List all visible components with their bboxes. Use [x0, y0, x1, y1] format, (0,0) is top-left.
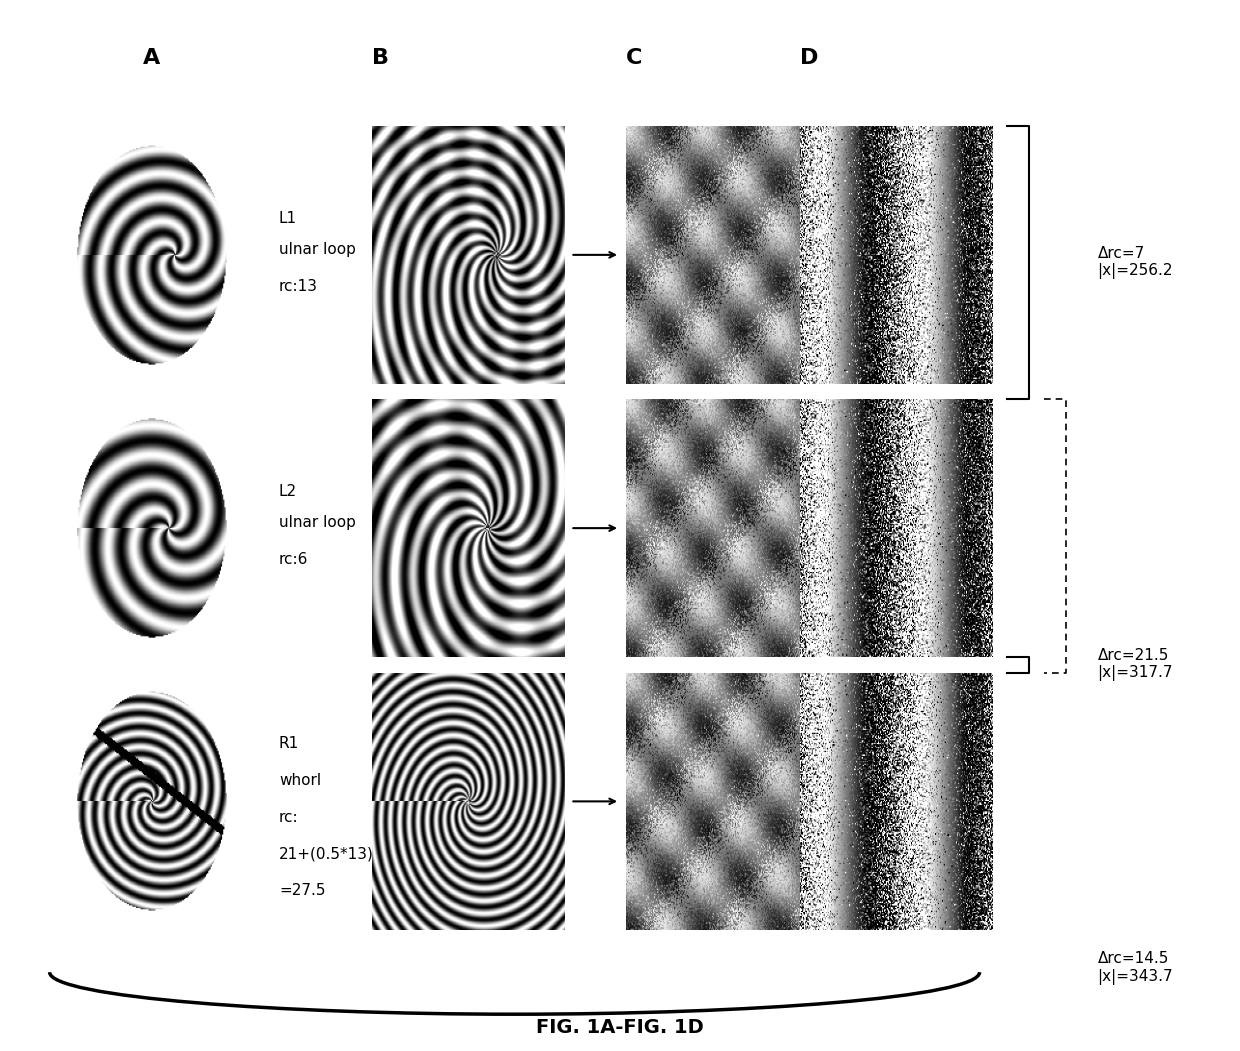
Text: D: D	[800, 48, 818, 68]
Text: rc:: rc:	[279, 809, 299, 825]
Text: A: A	[144, 48, 160, 68]
Text: 21+(0.5*13): 21+(0.5*13)	[279, 846, 374, 862]
Text: Δrc=14.5
|x|=343.7: Δrc=14.5 |x|=343.7	[1097, 951, 1173, 985]
Text: rc:6: rc:6	[279, 552, 309, 568]
Text: whorl: whorl	[279, 772, 321, 788]
Text: L2: L2	[279, 483, 298, 499]
Text: L1: L1	[279, 210, 298, 226]
Text: FIG. 1A-FIG. 1D: FIG. 1A-FIG. 1D	[536, 1018, 704, 1037]
Text: ulnar loop: ulnar loop	[279, 242, 356, 257]
Text: =27.5: =27.5	[279, 883, 325, 899]
Text: Δrc=7
|x|=256.2: Δrc=7 |x|=256.2	[1097, 246, 1173, 280]
Text: B: B	[372, 48, 389, 68]
Text: ulnar loop: ulnar loop	[279, 515, 356, 531]
Text: R1: R1	[279, 736, 299, 751]
Text: Δrc=21.5
|x|=317.7: Δrc=21.5 |x|=317.7	[1097, 648, 1173, 681]
Text: rc:13: rc:13	[279, 279, 317, 294]
Text: C: C	[626, 48, 642, 68]
